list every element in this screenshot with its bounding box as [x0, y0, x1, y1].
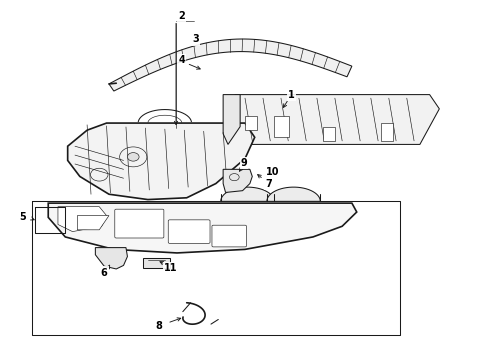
Text: 3: 3 [192, 35, 199, 44]
Polygon shape [143, 258, 170, 268]
FancyBboxPatch shape [115, 209, 164, 238]
Text: 10: 10 [267, 167, 280, 177]
Text: 11: 11 [165, 263, 178, 273]
Circle shape [127, 153, 139, 161]
Bar [323, 127, 335, 141]
Text: 4: 4 [178, 55, 185, 65]
FancyBboxPatch shape [168, 220, 210, 243]
Text: 5: 5 [20, 212, 26, 222]
Text: 6: 6 [101, 267, 107, 278]
Text: 9: 9 [241, 158, 247, 168]
Bar [245, 116, 257, 130]
Text: 7: 7 [265, 179, 271, 189]
Polygon shape [96, 248, 127, 269]
Polygon shape [225, 95, 440, 144]
Polygon shape [68, 123, 255, 199]
Bar [381, 123, 393, 141]
Polygon shape [58, 207, 106, 231]
Polygon shape [77, 216, 109, 230]
Text: 8: 8 [155, 321, 162, 331]
Text: 1: 1 [288, 90, 294, 100]
Polygon shape [267, 187, 320, 201]
Bar [274, 116, 289, 137]
FancyBboxPatch shape [212, 225, 246, 247]
Polygon shape [223, 95, 240, 144]
Text: 2: 2 [178, 10, 185, 21]
Polygon shape [220, 187, 274, 201]
Polygon shape [48, 203, 357, 253]
Polygon shape [109, 39, 352, 91]
Polygon shape [223, 169, 252, 193]
